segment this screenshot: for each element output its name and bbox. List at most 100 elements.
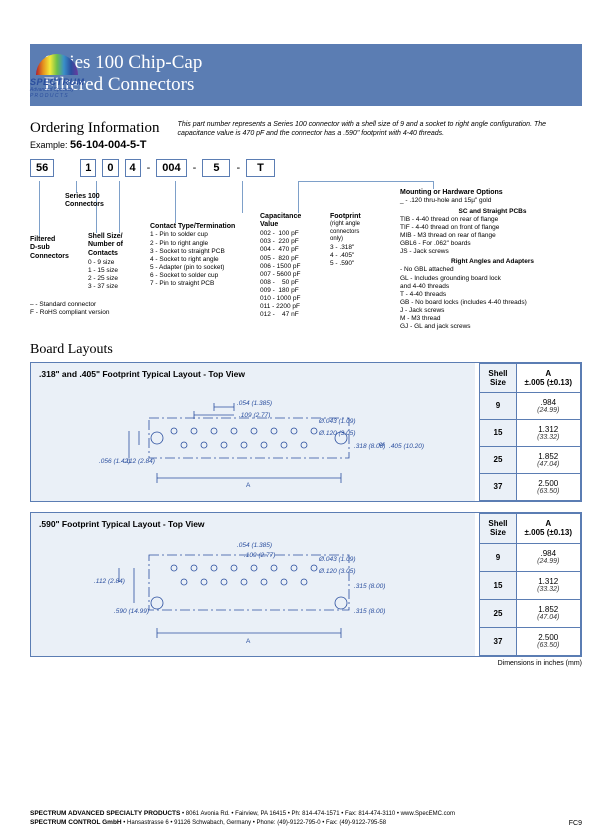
decode-mount-hd: Mounting or Hardware Options bbox=[400, 189, 503, 196]
shell-size-cell: 37 bbox=[480, 627, 516, 655]
decode-item: 005 - 820 pF bbox=[260, 255, 330, 263]
decode-item: 1 - Pin to solder cup bbox=[150, 231, 260, 239]
decode-contact-hd: Contact Type/Termination bbox=[150, 223, 235, 230]
decode-item: 3 - .318" bbox=[330, 244, 390, 252]
shell-table-1: Shell Size A ±.005 (±0.13) 9 .984(24.99)… bbox=[479, 363, 581, 501]
decode-item: 1 - 15 size bbox=[88, 267, 148, 275]
decode-item: 010 - 1000 pF bbox=[260, 295, 330, 303]
shell-size-cell: 25 bbox=[480, 599, 516, 627]
shell-size-cell: 15 bbox=[480, 419, 516, 446]
pn-box-4: 4 bbox=[125, 159, 141, 177]
pn-box-6: 5 bbox=[202, 159, 230, 177]
svg-text:.109 (2.77): .109 (2.77) bbox=[244, 552, 275, 559]
decode-item: 0 - 9 size bbox=[88, 259, 148, 267]
svg-text:.054 (1.385): .054 (1.385) bbox=[237, 542, 272, 549]
decode-item: 2 - Pin to right angle bbox=[150, 240, 260, 248]
decode-series-hd: Series 100 Connectors bbox=[65, 193, 104, 209]
layouts-heading: Board Layouts bbox=[30, 342, 582, 358]
svg-text:.109 (2.77): .109 (2.77) bbox=[239, 412, 270, 419]
pn-box-3: 0 bbox=[102, 159, 118, 177]
decode-item: TIB - 4-40 thread on rear of flange bbox=[400, 216, 585, 224]
fig2-title: .590" Footprint Typical Layout - Top Vie… bbox=[39, 519, 467, 529]
svg-text:A: A bbox=[246, 482, 251, 489]
page-number: FC9 bbox=[569, 819, 582, 828]
ordering-desc: This part number represents a Series 100… bbox=[178, 120, 582, 151]
shell-size-cell: 37 bbox=[480, 473, 516, 500]
decode-item: 3 - 37 size bbox=[88, 283, 148, 291]
pn-box-1: 56 bbox=[30, 159, 54, 177]
partnumber-row: 56 1 0 4 - 004 - 5 - T bbox=[30, 159, 582, 177]
decode-item: 002 - 100 pF bbox=[260, 230, 330, 238]
shell-a-cell: 2.500(63.50) bbox=[516, 473, 580, 500]
pn-box-7: T bbox=[246, 159, 275, 177]
title-bar: Series 100 Chip-Cap Filtered Connectors bbox=[30, 44, 582, 106]
decode-foot-sub: (right angle connectors only) bbox=[330, 221, 390, 244]
decode-item: GJ - GL and jack screws bbox=[400, 323, 585, 331]
decode-foot-hd: Footprint bbox=[330, 213, 361, 220]
svg-text:.054 (1.385): .054 (1.385) bbox=[237, 400, 272, 407]
decode-item: 009 - 180 pF bbox=[260, 287, 330, 295]
pn-box-2: 1 bbox=[80, 159, 96, 177]
decode-item: T - 4-40 threads bbox=[400, 291, 585, 299]
example-pn: 56-104-004-5-T bbox=[70, 139, 146, 151]
decode-item: 008 - 50 pF bbox=[260, 279, 330, 287]
decode-item: 4 - Socket to right angle bbox=[150, 256, 260, 264]
decode-item: - No GBL attached bbox=[400, 266, 585, 274]
svg-text:Ø.043 (1.09): Ø.043 (1.09) bbox=[318, 556, 356, 563]
decode-item: M - M3 thread bbox=[400, 315, 585, 323]
pn-box-5: 004 bbox=[156, 159, 186, 177]
decode-filtered-n2: F - RoHS compliant version bbox=[30, 309, 160, 317]
logo-sub2: P R O D U C T S bbox=[30, 93, 85, 99]
fig1-diagram-icon: .054 (1.385) .109 (2.77) Ø.043 (1.09) Ø.… bbox=[39, 383, 459, 493]
st-h2: A ±.005 (±0.13) bbox=[516, 363, 580, 392]
decode-item: JS - Jack screws bbox=[400, 248, 585, 256]
decode-cap-hd: Capacitance Value bbox=[260, 213, 301, 229]
shell-a-cell: 1.312(33.32) bbox=[516, 419, 580, 446]
svg-text:Ø.120 (3.05): Ø.120 (3.05) bbox=[318, 430, 356, 437]
shell-size-cell: 25 bbox=[480, 446, 516, 473]
footer-addr-2: • Hansastrasse 6 • 91126 Schwabach, Germ… bbox=[122, 820, 386, 826]
decode-item: 011 - 2200 pF bbox=[260, 303, 330, 311]
decode-item: 012 - 47 nF bbox=[260, 311, 330, 319]
decode-item: 6 - Socket to solder cup bbox=[150, 272, 260, 280]
fig1-title: .318" and .405" Footprint Typical Layout… bbox=[39, 369, 467, 379]
fig2-diagram-icon: .054 (1.385) .109 (2.77) Ø.043 (1.09) Ø.… bbox=[39, 533, 459, 648]
footer-company-2: SPECTRUM CONTROL GmbH bbox=[30, 819, 122, 826]
svg-text:A: A bbox=[246, 638, 251, 645]
decode-item: 004 - 470 pF bbox=[260, 246, 330, 254]
svg-text:.590 (14.99): .590 (14.99) bbox=[114, 608, 149, 615]
ordering-heading: Ordering Information bbox=[30, 120, 160, 137]
decode-item: 2 - 25 size bbox=[88, 275, 148, 283]
decode-mount-sub1: _ - .120 thru-hole and 15µ" gold bbox=[400, 197, 585, 205]
layout-group-2: .590" Footprint Typical Layout - Top Vie… bbox=[30, 512, 582, 657]
page-footer: SPECTRUM ADVANCED SPECIALTY PRODUCTS • 8… bbox=[30, 810, 582, 828]
logo-text: SPECTRUM bbox=[30, 77, 85, 87]
decode-item: 4 - .405" bbox=[330, 252, 390, 260]
shell-a-cell: .984(24.99) bbox=[516, 392, 580, 419]
logo-arc-icon bbox=[36, 54, 78, 75]
decode-item: GB - No board locks (includes 4-40 threa… bbox=[400, 299, 585, 307]
svg-text:.315 (8.00): .315 (8.00) bbox=[354, 608, 385, 615]
decode-item: 3 - Socket to straight PCB bbox=[150, 248, 260, 256]
decode-item: GBL6 - For .062" boards bbox=[400, 240, 585, 248]
svg-text:.112 (2.84): .112 (2.84) bbox=[124, 458, 155, 465]
decode-item: TIF - 4-40 thread on front of flange bbox=[400, 224, 585, 232]
shell-size-cell: 15 bbox=[480, 571, 516, 599]
shell-a-cell: 2.500(63.50) bbox=[516, 627, 580, 655]
example-label: Example: bbox=[30, 140, 68, 150]
decode-item: 5 - Adapter (pin to socket) bbox=[150, 264, 260, 272]
decode-filtered-hd: Filtered D-sub Connectors bbox=[30, 236, 69, 261]
st-h1: Shell Size bbox=[480, 363, 516, 392]
shell-a-cell: 1.852(47.04) bbox=[516, 446, 580, 473]
st2-h2: A ±.005 (±0.13) bbox=[516, 513, 580, 543]
decode-item: 7 - Pin to straight PCB bbox=[150, 280, 260, 288]
decode-item: 007 - 5600 pF bbox=[260, 271, 330, 279]
decode-area: Series 100 Connectors Filtered D-sub Con… bbox=[30, 181, 582, 336]
svg-text:Ø.043 (1.09): Ø.043 (1.09) bbox=[318, 418, 356, 425]
decode-filtered-n1: – - Standard connector bbox=[30, 301, 160, 309]
shell-a-cell: .984(24.99) bbox=[516, 543, 580, 571]
decode-item: 006 - 1500 pF bbox=[260, 263, 330, 271]
decode-item: 003 - 220 pF bbox=[260, 238, 330, 246]
footer-company-1: SPECTRUM ADVANCED SPECIALTY PRODUCTS bbox=[30, 810, 180, 817]
shell-table-2: Shell Size A ±.005 (±0.13) 9 .984(24.99)… bbox=[479, 513, 581, 656]
